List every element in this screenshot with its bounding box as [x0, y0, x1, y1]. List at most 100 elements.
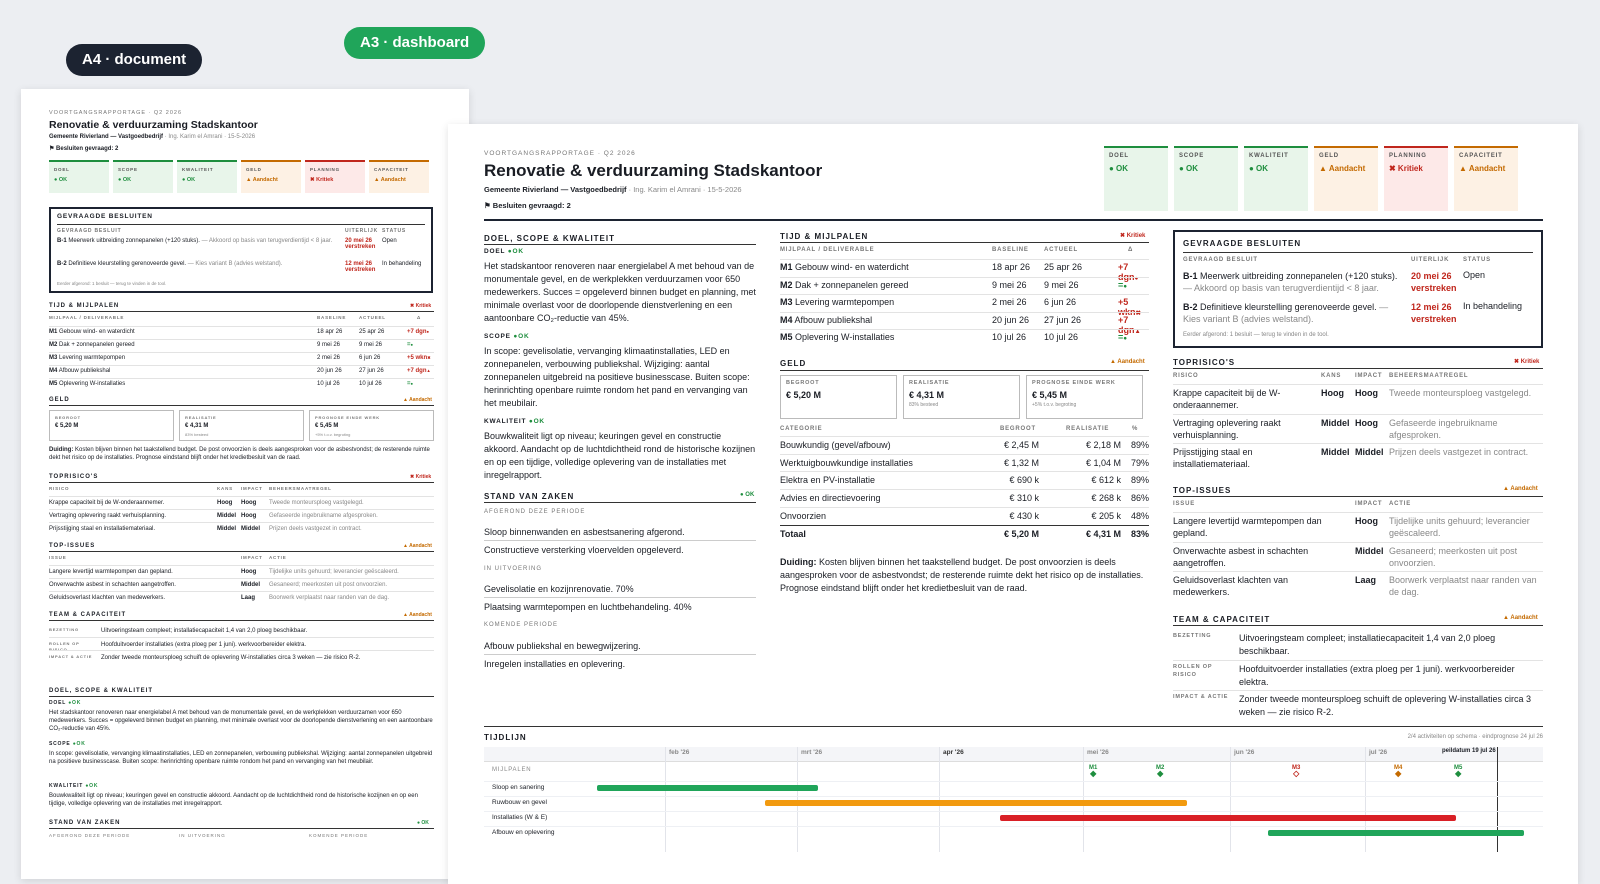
- milestone-delta: =●: [407, 381, 413, 387]
- table-row[interactable]: Elektra en PV-installatie € 690 k € 612 k 8…: [780, 471, 1149, 489]
- gantt-bar[interactable]: [1000, 815, 1456, 821]
- kpi-tile[interactable]: CAPACITEIT ▲ Aandacht: [369, 160, 429, 193]
- gantt-bar[interactable]: [765, 800, 1187, 806]
- delta-mark: ▲: [1134, 327, 1141, 335]
- kpi-tile[interactable]: CAPACITEIT ▲ Aandacht: [1454, 146, 1518, 211]
- kpi-tile[interactable]: KWALITEIT ● OK: [1244, 146, 1308, 211]
- table-row[interactable]: Totaal € 5,20 M € 4,31 M 83%: [780, 524, 1149, 543]
- table-header: Δ: [417, 315, 422, 320]
- milestone-name: M5 Oplevering W-installaties: [780, 332, 894, 342]
- table-row[interactable]: M2 Dak + zonnepanelen gereed 9 mei 26 9 me…: [780, 276, 1149, 296]
- money-card-sub: 83% besteed: [185, 432, 209, 437]
- gantt-bar[interactable]: [597, 785, 818, 791]
- milestone-label: Afbouw publiekshal: [58, 367, 111, 374]
- gantt-gridline: [797, 747, 798, 852]
- table-row[interactable]: IMPACT & ACTIE Zonder tweede monteursploe…: [1173, 690, 1543, 721]
- decision-date: 20 mei 26 verstreken: [345, 238, 376, 250]
- kpi-label: CAPACITEIT: [1459, 153, 1503, 159]
- money-card-value: € 5,45 M: [315, 423, 339, 429]
- kpi-label: DOEL: [54, 167, 70, 172]
- issue-action: Boorwerk verplaatst naar randen van de d…: [1389, 575, 1537, 597]
- table-row[interactable]: M3 Levering warmtepompen 2 mei 26 6 jun 26…: [49, 351, 434, 366]
- table-row[interactable]: BEZETTING Uitvoeringsteam compleet; insta…: [49, 624, 434, 637]
- kpi-tile[interactable]: KWALITEIT ● OK: [177, 160, 237, 193]
- table-row[interactable]: Vertraging oplevering raakt verhuisplann…: [49, 508, 434, 523]
- milestone-name: M2 Dak + zonnepanelen gereed: [780, 280, 908, 290]
- table-row[interactable]: Werktuigbouwkundige installaties € 1,32 M…: [780, 453, 1149, 472]
- decision-row[interactable]: B-2 Definitieve kleurstelling gerenoveer…: [1183, 302, 1389, 324]
- table-row[interactable]: M4 Afbouw publiekshal 20 jun 26 27 jun 26 +…: [49, 364, 434, 379]
- decision-row[interactable]: B-1 Meerwerk uitbreiding zonnepanelen (+…: [57, 238, 333, 244]
- a3-dashboard-page[interactable]: VOORTGANGSRAPPORTAGE · Q2 2026 Renovatie…: [448, 124, 1578, 884]
- table-row[interactable]: Prijsstijging staal en installatiemateri…: [49, 521, 434, 536]
- table-row[interactable]: IMPACT & ACTIE Zonder tweede monteursploe…: [49, 650, 434, 664]
- milestone-name: M3 Levering warmtepompen: [780, 297, 894, 307]
- table-row[interactable]: Langere levertijd warmtepompen dan gepla…: [1173, 512, 1543, 543]
- a4-document-page[interactable]: VOORTGANGSRAPPORTAGE · Q2 2026 Renovatie…: [21, 89, 469, 879]
- issues-status-tag: ▲ Aandacht: [1503, 486, 1538, 492]
- milestone-baseline: 18 apr 26: [317, 328, 343, 335]
- delta-mark: ✖: [427, 354, 431, 360]
- gantt-bar[interactable]: [1268, 830, 1524, 836]
- gantt-row[interactable]: [484, 826, 1543, 841]
- gantt-row[interactable]: [484, 796, 1543, 811]
- milestone-baseline: 2 mei 26: [992, 297, 1027, 307]
- delta-value: +7 dgn: [407, 328, 427, 335]
- issues-status-tag: ▲ Aandacht: [403, 543, 432, 549]
- table-row[interactable]: Prijsstijging staal en installatiemateri…: [1173, 443, 1543, 474]
- gantt-row[interactable]: [484, 781, 1543, 796]
- table-row[interactable]: Krappe capaciteit bij de W-onderaannemer…: [1173, 384, 1543, 415]
- decision-row[interactable]: B-2 Definitieve kleurstelling gerenoveer…: [57, 261, 283, 267]
- kpi-tile[interactable]: DOEL ● OK: [49, 160, 109, 193]
- kpi-tile[interactable]: SCOPE ● OK: [1174, 146, 1238, 211]
- money-percent: 48%: [1130, 510, 1149, 521]
- table-row[interactable]: Geluidsoverlast klachten van medewerkers…: [1173, 571, 1543, 602]
- table-row[interactable]: ROLLEN OP RISICO Hoofduitvoerder installa…: [49, 637, 434, 652]
- table-row[interactable]: M1 Gebouw wind- en waterdicht 18 apr 26 25…: [49, 325, 434, 340]
- table-row[interactable]: Advies en directievoering € 310 k € 268 k 8…: [780, 489, 1149, 507]
- table-row[interactable]: Vertraging oplevering raakt verhuisplann…: [1173, 413, 1543, 445]
- doel-text: Het stadskantoor renoveren naar energiel…: [484, 261, 756, 323]
- table-row[interactable]: M5 Oplevering W-installaties 10 jul 26 10 …: [780, 329, 1149, 348]
- decision-row[interactable]: B-1 Meerwerk uitbreiding zonnepanelen (+…: [1183, 271, 1398, 293]
- kpi-tile[interactable]: DOEL ● OK: [1104, 146, 1168, 211]
- kpi-tile[interactable]: SCOPE ● OK: [113, 160, 173, 193]
- milestone-code: M5: [1454, 765, 1463, 771]
- table-row[interactable]: M3 Levering warmtepompen 2 mei 26 6 jun 26…: [780, 294, 1149, 317]
- kpi-tile[interactable]: GELD ▲ Aandacht: [1314, 146, 1378, 211]
- table-row[interactable]: Geluidsoverlast klachten van medewerkers…: [49, 590, 434, 605]
- risk-measure: Prijzen deels vastgezet in contract.: [1389, 447, 1529, 457]
- table-row[interactable]: Onverwachte asbest in schachten aangetro…: [1173, 541, 1543, 573]
- decisions-footer: Eerder afgerond: 1 besluit — terug te vi…: [1183, 332, 1329, 338]
- table-row[interactable]: M2 Dak + zonnepanelen gereed 9 mei 26 9 me…: [49, 338, 434, 353]
- kwaliteit-label: KWALITEIT ●OK: [49, 783, 99, 789]
- table-row[interactable]: Krappe capaciteit bij de W-onderaannemer…: [49, 495, 434, 510]
- team-value: Hoofduitvoerder installaties (extra ploe…: [101, 642, 307, 648]
- table-row[interactable]: Onvoorzien € 430 k € 205 k 48%: [780, 506, 1149, 525]
- kpi-label: KWALITEIT: [1249, 153, 1289, 159]
- table-row[interactable]: Onverwachte asbest in schachten aangetro…: [49, 577, 434, 592]
- kpi-tile[interactable]: PLANNING ✖ Kritiek: [305, 160, 365, 193]
- table-row[interactable]: Langere levertijd warmtepompen dan gepla…: [49, 564, 434, 579]
- risk-text: Krappe capaciteit bij de W-onderaannemer…: [1173, 388, 1281, 410]
- kpi-tile[interactable]: GELD ▲ Aandacht: [241, 160, 301, 193]
- table-row[interactable]: M1 Gebouw wind- en waterdicht 18 apr 26 25…: [780, 259, 1149, 282]
- kpi-tile[interactable]: PLANNING ✖ Kritiek: [1384, 146, 1448, 211]
- milestone-name: M3 Levering warmtepompen: [49, 355, 125, 361]
- table-row[interactable]: M4 Afbouw publiekshal 20 jun 26 27 jun 26 +…: [780, 311, 1149, 335]
- risk-kans: Middel: [217, 512, 236, 519]
- table-row[interactable]: M5 Oplevering W-installaties 10 jul 26 10 …: [49, 377, 434, 392]
- section-title-status: STAND VAN ZAKEN: [484, 492, 575, 501]
- gantt-month-label: jun '26: [1234, 749, 1255, 756]
- a3-dashboard-label[interactable]: A3 · dashboard: [344, 27, 486, 59]
- table-row[interactable]: Bouwkundig (gevel/afbouw) € 2,45 M € 2,18 …: [780, 436, 1149, 454]
- a4-document-label[interactable]: A4 · document: [66, 44, 203, 76]
- table-row[interactable]: ROLLEN OP RISICO Hoofduitvoerder installa…: [1173, 660, 1543, 691]
- gantt-row[interactable]: [484, 811, 1543, 826]
- milestone-label: Levering warmtepompen: [59, 354, 126, 361]
- table-header: ACTIE: [1389, 501, 1411, 507]
- table-row[interactable]: BEZETTING Uitvoeringsteam compleet; insta…: [1173, 630, 1543, 660]
- money-realised: € 2,18 M: [1085, 440, 1121, 450]
- status-status-tag: ● OK: [417, 820, 429, 826]
- money-budget: € 690 k: [1009, 475, 1039, 486]
